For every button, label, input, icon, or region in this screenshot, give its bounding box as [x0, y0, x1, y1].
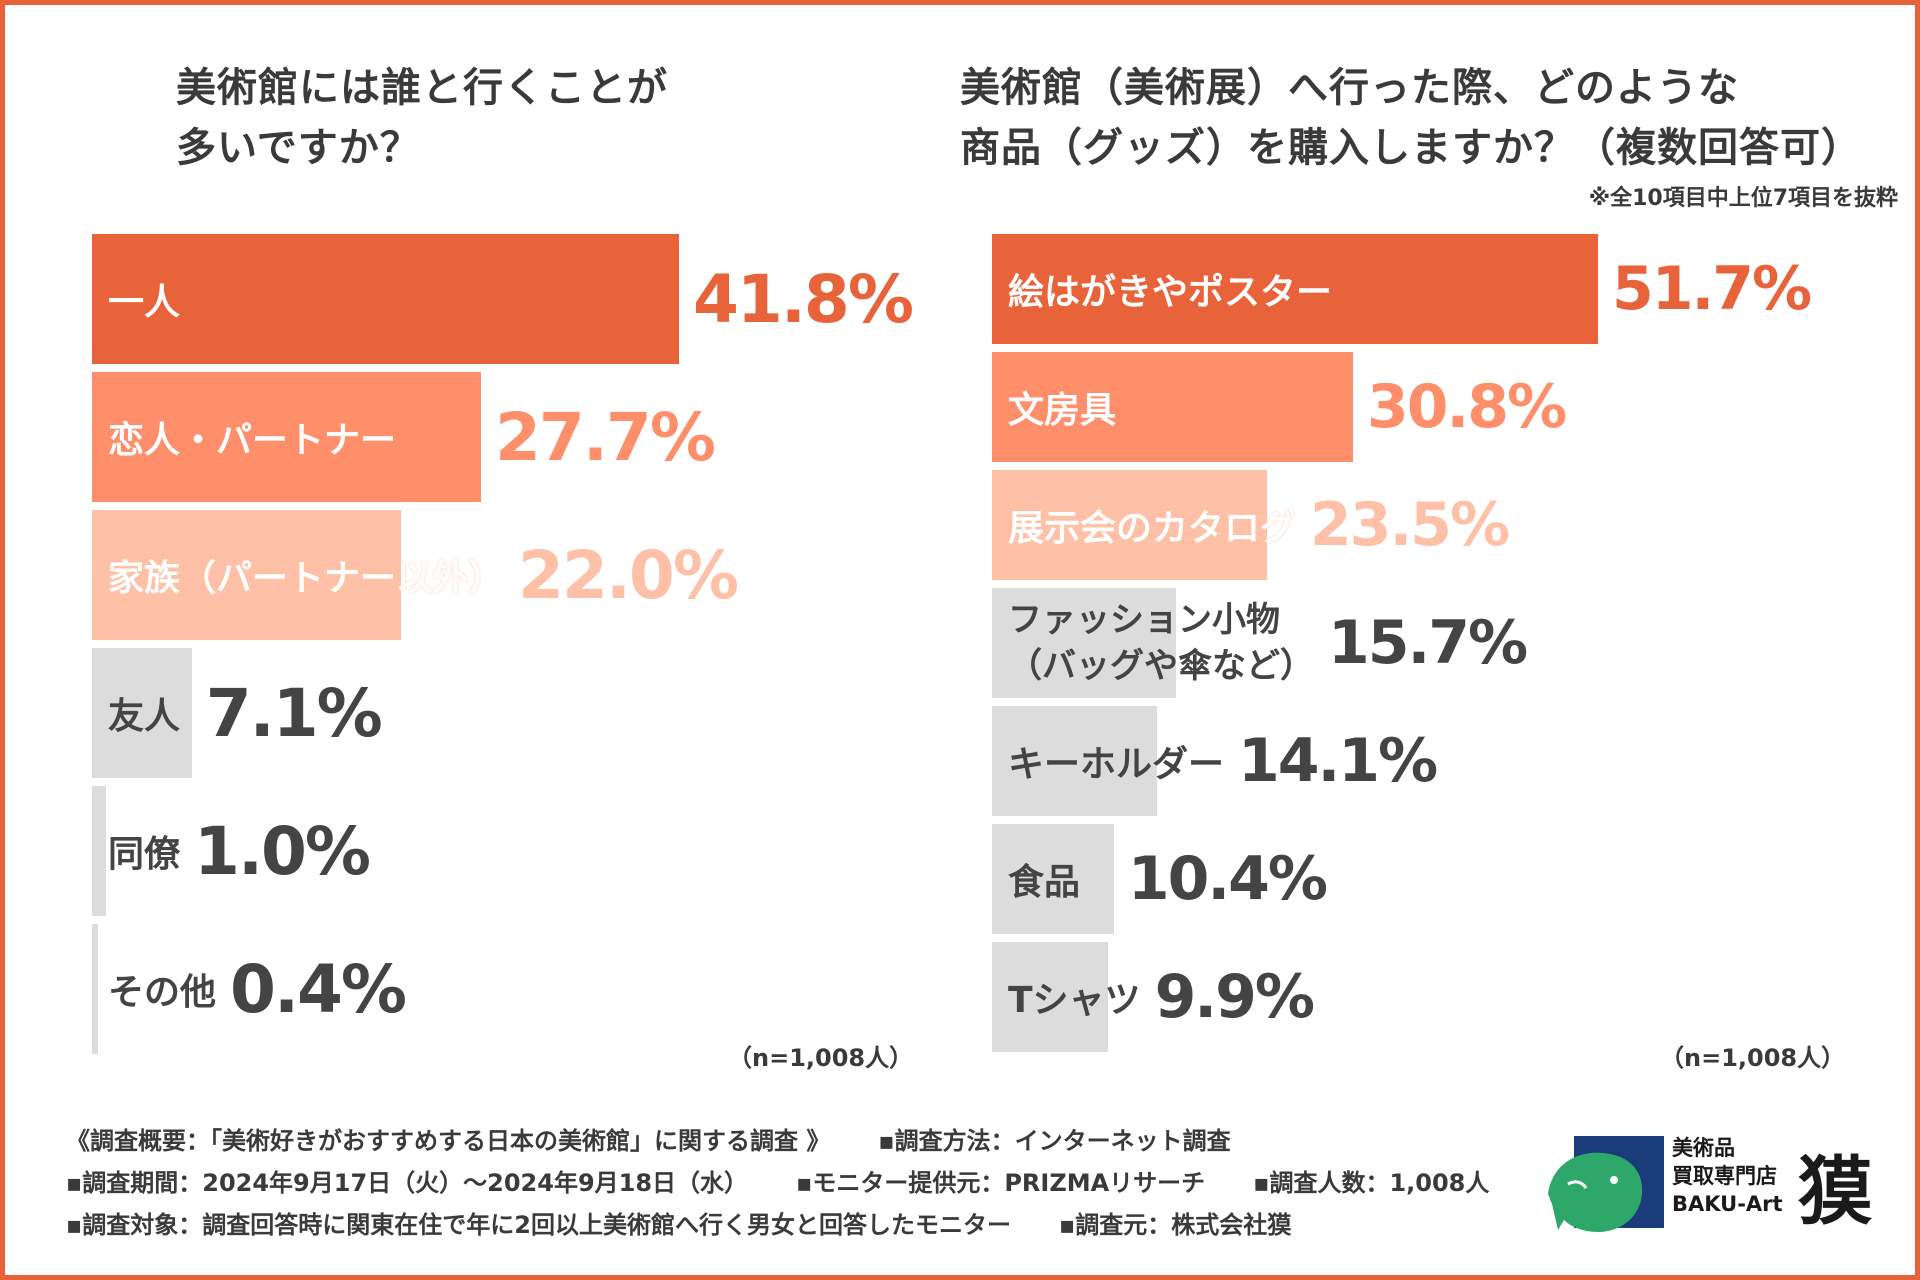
right-bar-label: 文房具: [1008, 390, 1117, 431]
left-bar-value: 22.0%: [518, 536, 739, 614]
footer-line-3: ▪調査対象：調査回答時に関東在住で年に2回以上美術館へ行く男女と回答したモニター…: [66, 1204, 1489, 1246]
right-bar-row: キーホルダー 14.1%: [992, 706, 1852, 816]
right-bar: [992, 588, 1177, 698]
right-bar: [992, 706, 1158, 816]
left-bar-label: 同僚: [108, 834, 181, 875]
survey-organizer: ▪調査元：株式会社獏: [1058, 1211, 1292, 1239]
left-bar: [92, 924, 98, 1054]
left-title-line-1: 美術館には誰と行くことが: [176, 65, 668, 111]
left-bar-label: 友人: [108, 696, 181, 737]
right-bar-row: ファッション小物 （バッグや傘など） 15.7%: [992, 588, 1852, 698]
footer-line-1: 《調査概要：「美術好きがおすすめする日本の美術館」に関する調査 》 ▪調査方法：…: [66, 1120, 1489, 1162]
left-bar-label: 恋人・パートナー: [108, 420, 397, 461]
right-title-line-2: 商品（グッズ）を購入しますか？（複数回答可）: [960, 125, 1862, 171]
left-bar-value: 0.4%: [230, 950, 407, 1028]
right-chart-title: 美術館（美術展）へ行った際、どのような 商品（グッズ）を購入しますか？（複数回答…: [960, 58, 1862, 178]
left-bar-value: 7.1%: [205, 674, 383, 752]
left-bar-value: 27.7%: [494, 398, 716, 476]
right-bar: [992, 352, 1354, 462]
left-bar-row: 友人 7.1%: [92, 648, 852, 778]
left-bar-row: 一人 41.8%: [92, 234, 914, 364]
right-bar-label: Tシャツ: [1008, 980, 1141, 1021]
right-bar-value: 10.4%: [1127, 844, 1328, 914]
baku-art-logo: 美術品 買取専門店 BAKU-Art 獏: [1548, 1134, 1878, 1235]
logo-line-1: 美術品: [1672, 1136, 1735, 1160]
right-bar-label: 食品: [1008, 862, 1081, 903]
left-bar: [92, 648, 192, 778]
right-bar: [992, 942, 1109, 1052]
right-bar-row: 食品 10.4%: [992, 824, 1852, 934]
right-bar-value: 15.7%: [1328, 608, 1528, 678]
right-bar-row: 文房具 30.8%: [992, 352, 1852, 462]
right-bar-label: キーホルダー: [1008, 744, 1225, 785]
logo-line-3: BAKU-Art: [1672, 1192, 1783, 1216]
right-bar: [992, 470, 1268, 580]
right-bar-value: 14.1%: [1238, 726, 1438, 796]
right-title-line-1: 美術館（美術展）へ行った際、どのような: [960, 65, 1739, 111]
logo-kanji: 獏: [1798, 1149, 1872, 1235]
survey-monitor-provider: ▪モニター提供元：PRIZMAリサーチ: [796, 1169, 1206, 1197]
logo-line-2: 買取専門店: [1672, 1164, 1777, 1188]
left-sample-size: （n=1,008人）: [728, 1044, 914, 1072]
right-bar-label: ファッション小物 （バッグや傘など）: [1008, 600, 1314, 686]
left-bar-value: 1.0%: [194, 812, 371, 890]
right-bar-chart: 絵はがきやポスター 51.7% 文房具 30.8% 展示会のカタログ 23.5% ファッショ…: [992, 234, 1852, 1064]
survey-target: ▪調査対象：調査回答時に関東在住で年に2回以上美術館へ行く男女と回答したモニター: [66, 1211, 1011, 1239]
left-bar: [92, 510, 401, 640]
survey-period: ▪調査期間：2024年9月17日（火）〜2024年9月18日（水）: [66, 1169, 749, 1197]
left-chart-title: 美術館には誰と行くことが 多いですか？: [176, 58, 668, 178]
survey-overview: 《調査概要：「美術好きがおすすめする日本の美術館」に関する調査 》: [66, 1127, 831, 1155]
survey-footer: 《調査概要：「美術好きがおすすめする日本の美術館」に関する調査 》 ▪調査方法：…: [66, 1120, 1489, 1246]
right-bar-row: Tシャツ 9.9%: [992, 942, 1852, 1052]
right-bar-value: 9.9%: [1154, 962, 1315, 1032]
left-bar-label: その他: [108, 972, 217, 1013]
left-bar-row: 家族（パートナー以外） 22.0%: [92, 510, 852, 640]
survey-method: ▪調査方法：インターネット調査: [878, 1127, 1231, 1155]
left-bar-value: 41.8%: [693, 260, 914, 338]
left-bar-label: 一人: [108, 282, 181, 323]
right-bar: [992, 234, 1598, 344]
baku-logo-icon: [1548, 1136, 1664, 1232]
right-bar-value: 51.7%: [1612, 254, 1812, 324]
left-bar-row: その他 0.4%: [92, 924, 852, 1054]
left-bar-row: 同僚 1.0%: [92, 786, 852, 916]
right-bar-row: 展示会のカタログ 23.5%: [992, 470, 1852, 580]
right-bar: [992, 824, 1114, 934]
left-title-line-2: 多いですか？: [176, 125, 421, 171]
left-bar-row: 恋人・パートナー 27.7%: [92, 372, 852, 502]
logo-text: 美術品 買取専門店 BAKU-Art: [1672, 1134, 1783, 1218]
right-bar-value: 23.5%: [1310, 490, 1510, 560]
footer-line-2: ▪調査期間：2024年9月17日（火）〜2024年9月18日（水） ▪モニター提…: [66, 1162, 1489, 1204]
right-bar-value: 30.8%: [1367, 372, 1567, 442]
right-chart-note: ※全10項目中上位7項目を抜粋: [1588, 186, 1898, 211]
left-bar-label: 家族（パートナー以外）: [108, 558, 505, 599]
right-bar-label: 展示会のカタログ: [1008, 508, 1297, 549]
left-bar-chart: 一人 41.8% 恋人・パートナー 27.7% 家族（パートナー以外） 22.0% 友人 7.…: [92, 234, 914, 1064]
right-bar-row: 絵はがきやポスター 51.7%: [992, 234, 1852, 344]
right-bar-label: 絵はがきやポスター: [1008, 272, 1333, 313]
right-sample-size: （n=1,008人）: [1660, 1044, 1846, 1072]
left-bar: [92, 234, 679, 364]
survey-respondents: ▪調査人数：1,008人: [1253, 1169, 1490, 1197]
left-bar: [92, 372, 481, 502]
left-bar: [92, 786, 107, 916]
